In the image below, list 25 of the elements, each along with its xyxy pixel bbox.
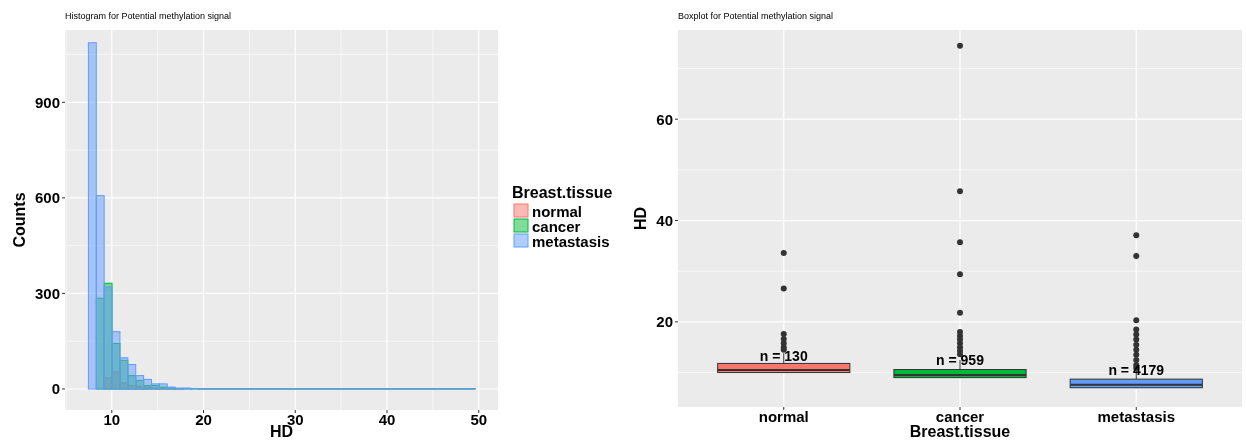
x-tick-label: 40: [378, 411, 396, 428]
legend-label: cancer: [532, 217, 581, 235]
x-tick-label: cancer: [935, 408, 985, 425]
x-tick-label: metastasis: [1097, 408, 1176, 425]
y-tick-label: 300: [34, 284, 60, 302]
y-tick-label: 40: [656, 212, 673, 230]
y-tick-label: 900: [34, 93, 60, 111]
legend-label: normal: [532, 202, 583, 220]
y-tick-label: 60: [656, 110, 673, 128]
chart-title: Boxplot for Potential methylation signal: [678, 11, 834, 21]
x-tick-label: 50: [470, 411, 488, 428]
chart-title: Histogram for Potential methylation signal: [65, 11, 232, 21]
annotation: n = 959: [936, 352, 985, 369]
y-tick-label: 600: [34, 189, 60, 207]
annotation: n = 130: [759, 348, 808, 365]
x-tick-label: normal: [758, 408, 809, 425]
legend-title: Breast.tissue: [512, 184, 613, 201]
y-axis-title: HD: [632, 206, 649, 231]
y-tick-label: 20: [656, 313, 673, 331]
y-axis-title: Counts: [11, 192, 28, 248]
x-tick-label: 20: [195, 411, 212, 428]
x-tick-label: 10: [103, 411, 121, 428]
x-axis-title: Breast.tissue: [909, 423, 1011, 440]
legend-label: metastasis: [532, 232, 610, 250]
y-tick-label: 0: [51, 380, 60, 398]
